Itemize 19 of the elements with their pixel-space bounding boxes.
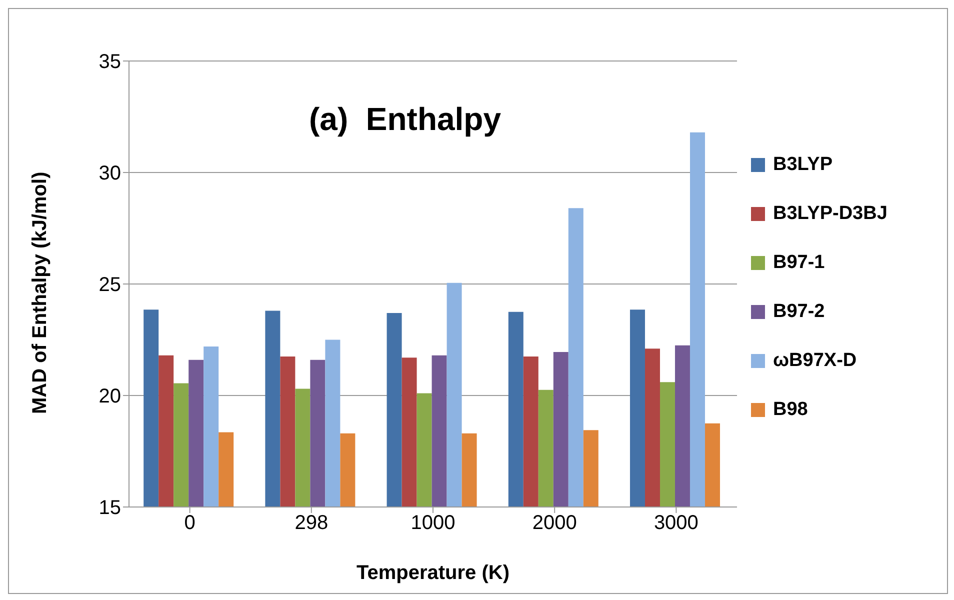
x-tick-label: 1000 [410, 512, 456, 534]
y-tick-label: 15 [98, 497, 121, 520]
x-tick-label: 2000 [532, 512, 577, 534]
legend-label: B97-1 [773, 252, 825, 274]
legend-label: B3LYP-D3BJ [773, 203, 888, 225]
y-tick-label: 20 [98, 386, 121, 408]
legend-label: B3LYP [773, 154, 832, 176]
x-tick-label: 0 [184, 512, 196, 534]
legend-label: B97-2 [773, 301, 825, 323]
x-tick-label: 298 [294, 512, 328, 534]
y-tick-label: 35 [98, 51, 121, 74]
y-tick-label: 25 [98, 274, 121, 296]
y-tick-label: 30 [98, 162, 121, 185]
x-axis-title: Temperature (K) [356, 562, 510, 584]
y-axis-title: MAD of Enthalpy (kJ/mol) [29, 172, 52, 414]
legend-label: B98 [773, 399, 808, 421]
text: (a) Enthalpy [309, 101, 502, 138]
x-tick-label: 3000 [654, 512, 698, 534]
legend-label: ωB97X-D [773, 350, 857, 372]
